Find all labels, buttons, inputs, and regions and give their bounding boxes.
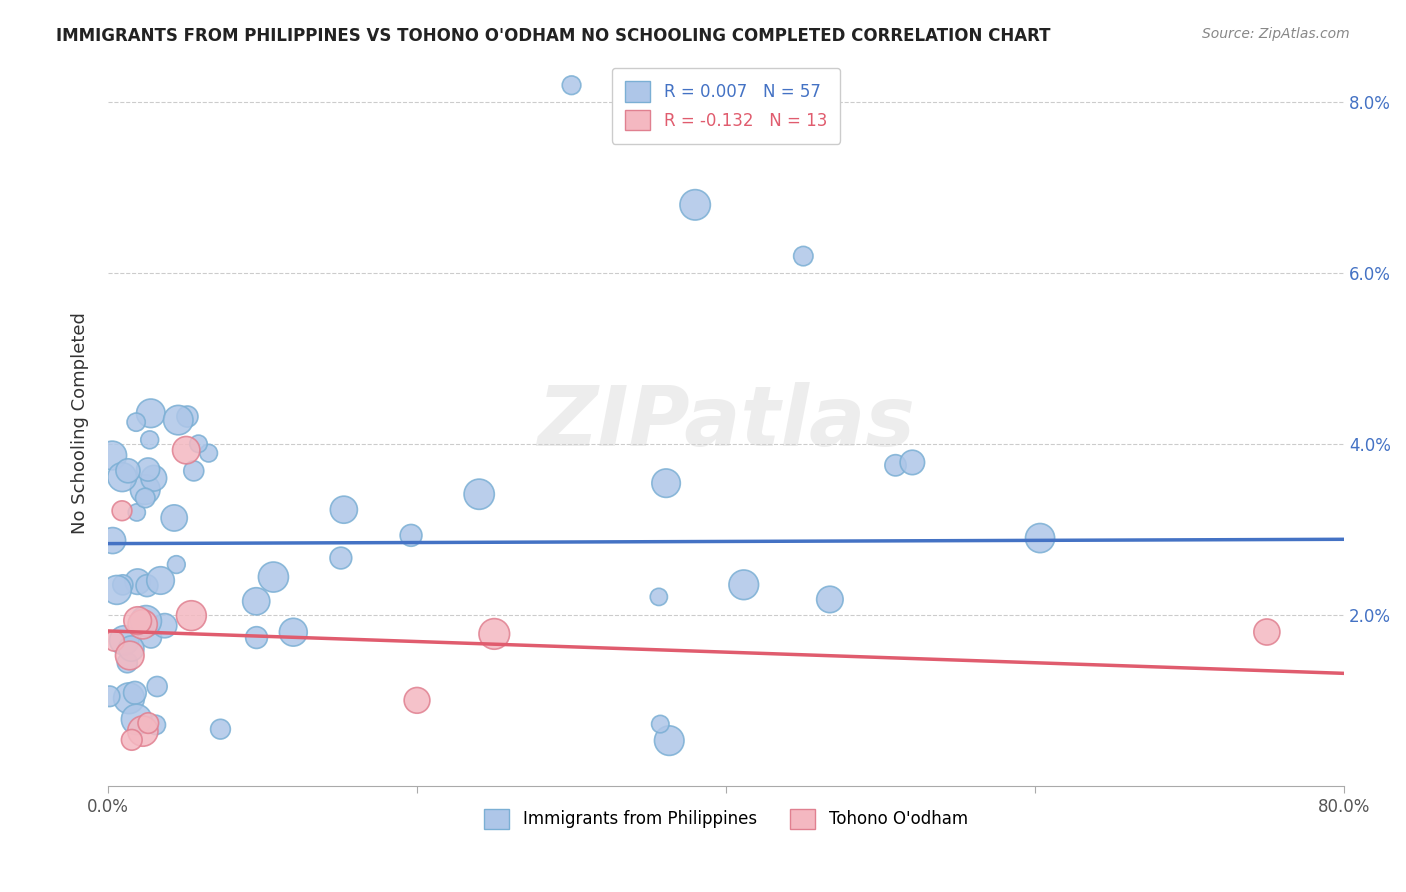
Point <box>468 487 491 501</box>
Point <box>121 732 143 747</box>
Point <box>648 590 671 604</box>
Point <box>733 578 755 592</box>
Point <box>136 462 159 476</box>
Point <box>111 578 134 592</box>
Text: IMMIGRANTS FROM PHILIPPINES VS TOHONO O'ODHAM NO SCHOOLING COMPLETED CORRELATION: IMMIGRANTS FROM PHILIPPINES VS TOHONO O'… <box>56 27 1050 45</box>
Point <box>650 717 672 731</box>
Point <box>132 724 155 739</box>
Point <box>406 693 429 707</box>
Point <box>111 504 134 518</box>
Point <box>145 718 167 732</box>
Point <box>117 464 139 478</box>
Point <box>101 449 124 463</box>
Point <box>655 476 678 491</box>
Point <box>187 437 209 451</box>
Point <box>134 483 156 497</box>
Point <box>127 574 149 589</box>
Point <box>101 533 124 548</box>
Point <box>118 648 141 663</box>
Point <box>111 470 134 484</box>
Point <box>120 641 142 656</box>
Point <box>125 713 148 727</box>
Text: Source: ZipAtlas.com: Source: ZipAtlas.com <box>1202 27 1350 41</box>
Point <box>1029 531 1052 545</box>
Point <box>98 690 121 704</box>
Point <box>136 716 159 731</box>
Point <box>561 78 583 93</box>
Point <box>163 511 186 525</box>
Point <box>180 608 202 623</box>
Point <box>112 633 135 648</box>
Point <box>197 446 219 460</box>
Point <box>139 631 162 645</box>
Point <box>134 491 156 505</box>
Point <box>118 691 141 706</box>
Point <box>818 592 841 607</box>
Point <box>283 625 305 640</box>
Point <box>209 722 232 736</box>
Point <box>262 570 284 584</box>
Point <box>333 502 356 516</box>
Point <box>124 686 146 700</box>
Point <box>105 582 128 597</box>
Point <box>125 415 148 429</box>
Point <box>138 433 160 447</box>
Legend: Immigrants from Philippines, Tohono O'odham: Immigrants from Philippines, Tohono O'od… <box>478 802 974 836</box>
Point <box>125 505 148 519</box>
Point <box>135 614 157 628</box>
Point <box>183 464 205 478</box>
Point <box>149 574 172 588</box>
Point <box>245 631 267 645</box>
Point <box>167 413 190 427</box>
Text: ZIPatlas: ZIPatlas <box>537 382 915 463</box>
Point <box>117 656 139 670</box>
Point <box>884 458 907 473</box>
Point <box>176 409 198 424</box>
Point <box>901 455 924 469</box>
Point <box>136 579 159 593</box>
Point <box>245 594 267 608</box>
Point <box>683 198 706 212</box>
Point <box>127 614 149 628</box>
Point <box>131 617 153 632</box>
Point <box>399 528 422 542</box>
Point <box>658 733 681 747</box>
Point <box>153 618 176 632</box>
Y-axis label: No Schooling Completed: No Schooling Completed <box>72 312 89 533</box>
Point <box>146 680 169 694</box>
Point <box>484 627 506 641</box>
Point <box>142 471 165 485</box>
Point <box>174 443 197 458</box>
Point <box>329 551 352 566</box>
Point <box>792 249 814 263</box>
Point <box>139 406 162 420</box>
Point <box>165 558 187 572</box>
Point <box>103 634 125 648</box>
Point <box>1256 625 1278 640</box>
